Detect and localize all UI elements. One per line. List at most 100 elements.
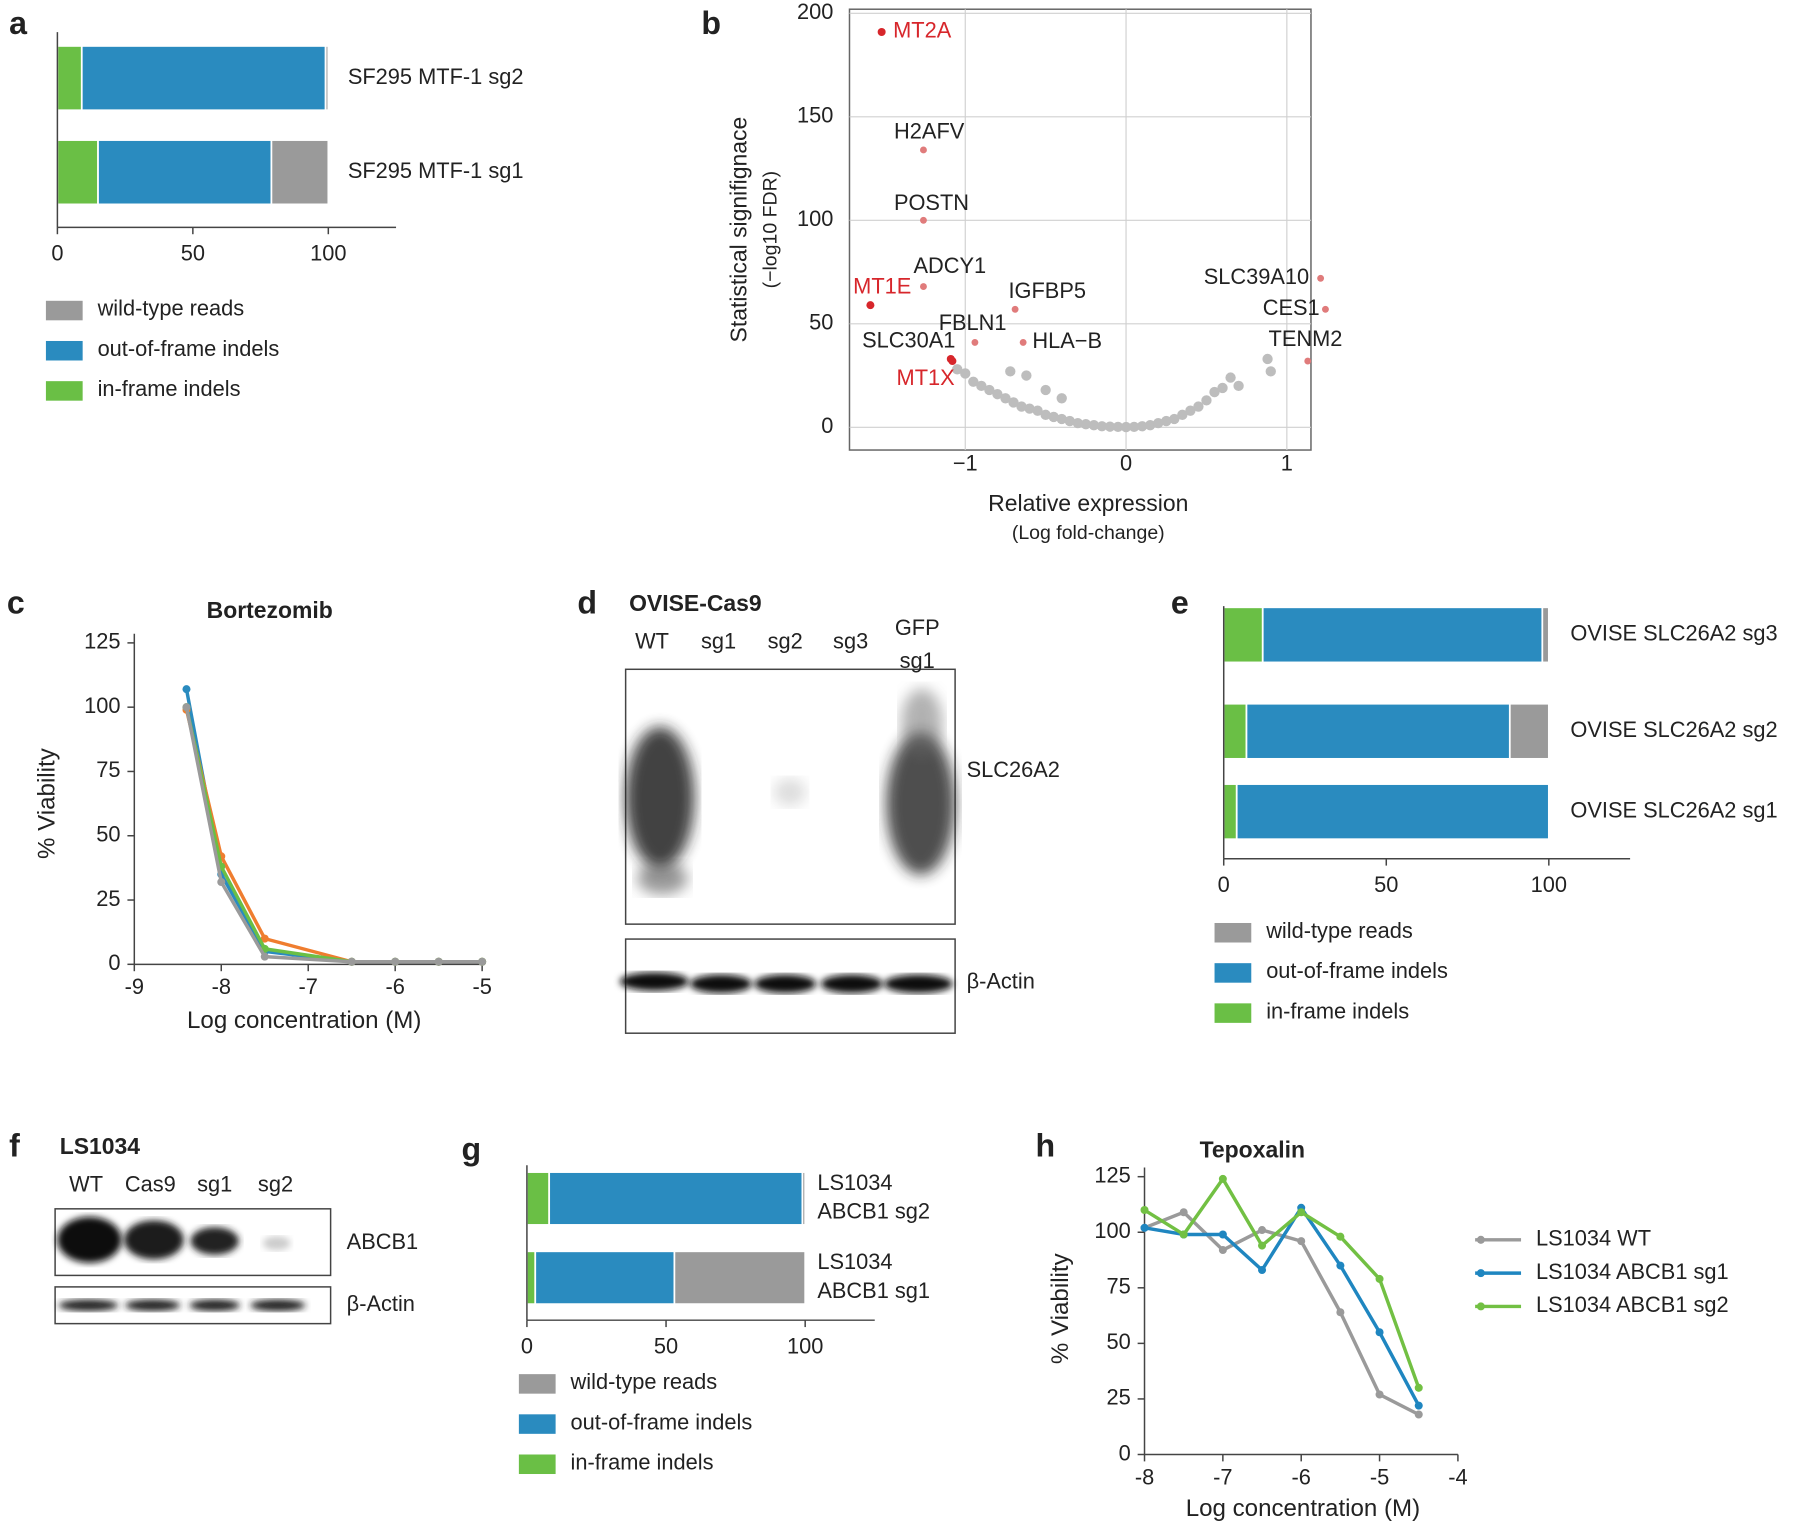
bar-segment	[1222, 702, 1248, 760]
panel-letter: g	[461, 1131, 481, 1167]
y-tick-label: 0	[1119, 1440, 1131, 1465]
panel-letter: e	[1171, 584, 1189, 620]
lane-label: WT	[635, 629, 669, 654]
point	[1080, 418, 1092, 430]
lane-label: Cas9	[125, 1172, 176, 1197]
point	[1375, 1274, 1384, 1283]
point	[1201, 395, 1212, 406]
point-label: ADCY1	[914, 253, 987, 278]
point	[347, 957, 356, 966]
point	[260, 952, 269, 961]
bar-segment	[56, 45, 83, 112]
series-line	[1143, 1210, 1420, 1417]
legend-label: out-of-frame indels	[98, 336, 280, 361]
point	[1019, 338, 1027, 346]
point	[1297, 1237, 1306, 1246]
blot-title: LS1034	[60, 1133, 141, 1159]
point	[1032, 405, 1043, 416]
bar-segment	[1222, 606, 1264, 664]
point	[984, 384, 995, 396]
x-tick-label: 50	[181, 241, 205, 266]
x-axis-label: Relative expression	[988, 490, 1188, 516]
point	[1375, 1390, 1384, 1399]
point	[1056, 413, 1067, 425]
point	[1005, 366, 1016, 377]
point	[866, 301, 875, 310]
bar-segment	[324, 45, 330, 112]
point-label: IGFBP5	[1008, 278, 1086, 303]
bar-segment	[1235, 783, 1550, 841]
point	[1179, 1208, 1188, 1217]
point	[1021, 370, 1032, 381]
point	[1414, 1410, 1423, 1419]
series-line	[184, 709, 483, 964]
y-tick-label: 50	[96, 822, 120, 847]
legend-label: out-of-frame indels	[571, 1409, 753, 1434]
point	[1262, 353, 1273, 365]
point	[920, 216, 927, 224]
y-axis-label: % Viability	[34, 748, 61, 859]
point-label: H2AFV	[894, 118, 965, 143]
point	[1321, 305, 1329, 313]
bar-segment	[1541, 606, 1550, 664]
x-tick-label: 50	[654, 1334, 678, 1359]
legend-label: out-of-frame indels	[1266, 958, 1448, 983]
category-label: ABCB1 sg2	[817, 1199, 930, 1224]
y-tick-label: 200	[797, 0, 833, 24]
panel-letter: c	[7, 584, 25, 620]
x-tick-label: -7	[1213, 1464, 1232, 1489]
x-tick-label: -8	[212, 974, 231, 999]
x-tick-label: -8	[1135, 1464, 1154, 1489]
panel-letter: f	[9, 1127, 20, 1163]
lane-label: sg1	[701, 629, 736, 654]
chart-title: Tepoxalin	[1200, 1136, 1305, 1162]
point	[260, 934, 269, 943]
point	[1128, 421, 1140, 433]
band-label: β-Actin	[347, 1291, 415, 1316]
x-tick-label: −1	[953, 451, 978, 476]
x-tick-label: -5	[1370, 1464, 1389, 1489]
point	[1265, 366, 1276, 377]
bar-segment	[1261, 606, 1544, 664]
x-axis-label: Log concentration (M)	[187, 1007, 421, 1034]
point	[1064, 415, 1075, 427]
point	[971, 338, 979, 346]
point-label: HLA−B	[1032, 328, 1102, 353]
point-label: SLC30A1	[862, 328, 955, 353]
series-line	[184, 688, 483, 964]
point	[1112, 421, 1124, 433]
point	[1336, 1308, 1345, 1317]
x-tick-label: 0	[51, 241, 63, 266]
x-tick-label: -7	[299, 974, 318, 999]
x-axis-sublabel: (Log fold-change)	[1012, 522, 1165, 544]
y-tick-label: 25	[1106, 1385, 1130, 1410]
bar-segment	[270, 139, 330, 206]
bar-segment	[1222, 783, 1238, 841]
bar-segment	[526, 1171, 551, 1226]
chart-title: Bortezomib	[207, 597, 333, 623]
point-label: FBLN1	[939, 310, 1007, 335]
legend-label: in-frame indels	[98, 376, 241, 401]
point	[1000, 393, 1011, 404]
y-tick-label: 150	[797, 103, 833, 128]
category-label: ABCB1 sg1	[817, 1278, 930, 1303]
point	[1225, 372, 1236, 383]
y-tick-label: 50	[1106, 1329, 1130, 1354]
bar-segment	[1508, 702, 1550, 760]
point-label: SLC39A10	[1204, 264, 1309, 289]
blot-d-image	[619, 668, 956, 1034]
point	[968, 376, 979, 387]
bar-segment	[1245, 702, 1511, 760]
y-tick-label: 0	[821, 413, 833, 438]
point	[1297, 1208, 1306, 1217]
legend-swatch	[1214, 922, 1252, 943]
x-tick-label: -4	[1448, 1464, 1467, 1489]
bar-segment	[56, 139, 99, 206]
x-axis-label: Log concentration (M)	[1186, 1495, 1420, 1522]
lane-label: WT	[69, 1172, 103, 1197]
category-label: OVISE SLC26A2 sg1	[1570, 797, 1777, 822]
category-label: LS1034	[817, 1249, 892, 1274]
legend-dot	[1476, 1235, 1485, 1244]
blot-title: OVISE-Cas9	[629, 590, 762, 616]
